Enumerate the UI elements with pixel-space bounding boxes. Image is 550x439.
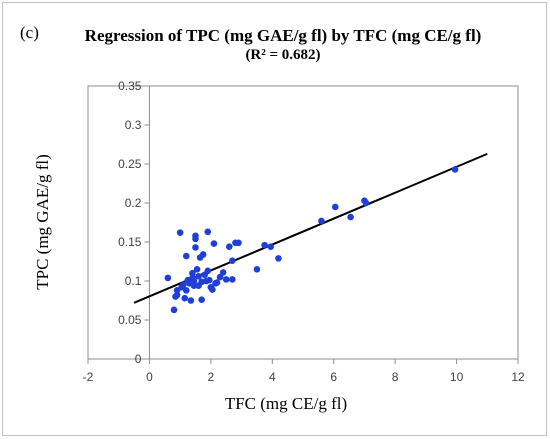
x-tick-label: -2 (83, 370, 94, 384)
data-point (331, 203, 339, 211)
data-point (235, 239, 242, 247)
x-tick-label: 2 (208, 370, 215, 384)
data-point (225, 243, 233, 250)
data-point (229, 257, 236, 265)
data-point (189, 269, 196, 277)
y-tick-label: 0.25 (118, 157, 142, 171)
data-point (210, 240, 218, 247)
y-tick-label: 0.35 (118, 79, 142, 93)
data-point (213, 279, 221, 286)
y-tick-label: 0.2 (125, 196, 142, 210)
y-tick-label: 0.3 (125, 118, 142, 132)
x-tick-labels: -2 0 2 4 6 8 10 12 (83, 370, 525, 384)
data-point (195, 273, 202, 280)
data-point (199, 251, 207, 258)
data-point (182, 252, 190, 260)
y-axis-title: TPC (mg GAE/g fl) (33, 154, 52, 290)
data-point (173, 291, 181, 299)
data-point (198, 296, 205, 304)
axes (87, 85, 519, 364)
data-point (318, 217, 325, 225)
data-point (190, 282, 198, 289)
panel-label: (c) (20, 23, 39, 42)
data-point (206, 276, 213, 284)
plot-border (87, 85, 519, 360)
chart-subtitle: (R² = 0.682) (245, 47, 321, 63)
y-tick-label: 0.15 (118, 235, 142, 249)
data-point (362, 199, 370, 207)
data-point (204, 228, 212, 236)
data-point (190, 277, 198, 285)
data-point (209, 286, 216, 293)
y-tick-labels: 0 0.05 0.1 0.15 0.2 0.25 0.3 0.35 (118, 79, 142, 366)
data-point (187, 297, 195, 304)
x-tick-label: 6 (330, 370, 337, 384)
y-tick-label: 0 (135, 352, 142, 366)
data-point (204, 267, 212, 275)
data-point (216, 273, 224, 281)
data-point (253, 266, 261, 273)
x-tick-label: 12 (511, 370, 525, 384)
data-point (173, 287, 181, 294)
data-point (451, 166, 459, 173)
data-point (182, 287, 190, 294)
data-point (222, 276, 230, 283)
data-point (275, 255, 282, 262)
y-tick-label: 0.1 (125, 274, 142, 288)
data-point (179, 281, 187, 289)
x-tick-label: 4 (269, 370, 276, 384)
data-point (261, 241, 268, 249)
data-point (193, 266, 201, 273)
x-tick-label: 0 (146, 370, 153, 384)
data-point (176, 229, 184, 236)
chart-title: Regression of TPC (mg GAE/g fl) by TFC (… (84, 26, 482, 45)
data-point (192, 235, 199, 243)
data-point (229, 276, 236, 283)
data-point (219, 269, 227, 276)
data-point (192, 244, 199, 251)
data-point (181, 294, 189, 302)
data-point (347, 213, 354, 221)
x-tick-label: 8 (392, 370, 399, 384)
y-tick-label: 0.05 (118, 313, 142, 327)
x-tick-label: 10 (450, 370, 464, 384)
x-axis-title: TFC (mg CE/g fl) (225, 394, 347, 413)
data-point (164, 274, 172, 282)
data-point (170, 306, 178, 314)
data-point (267, 243, 275, 250)
data-points (164, 166, 459, 314)
